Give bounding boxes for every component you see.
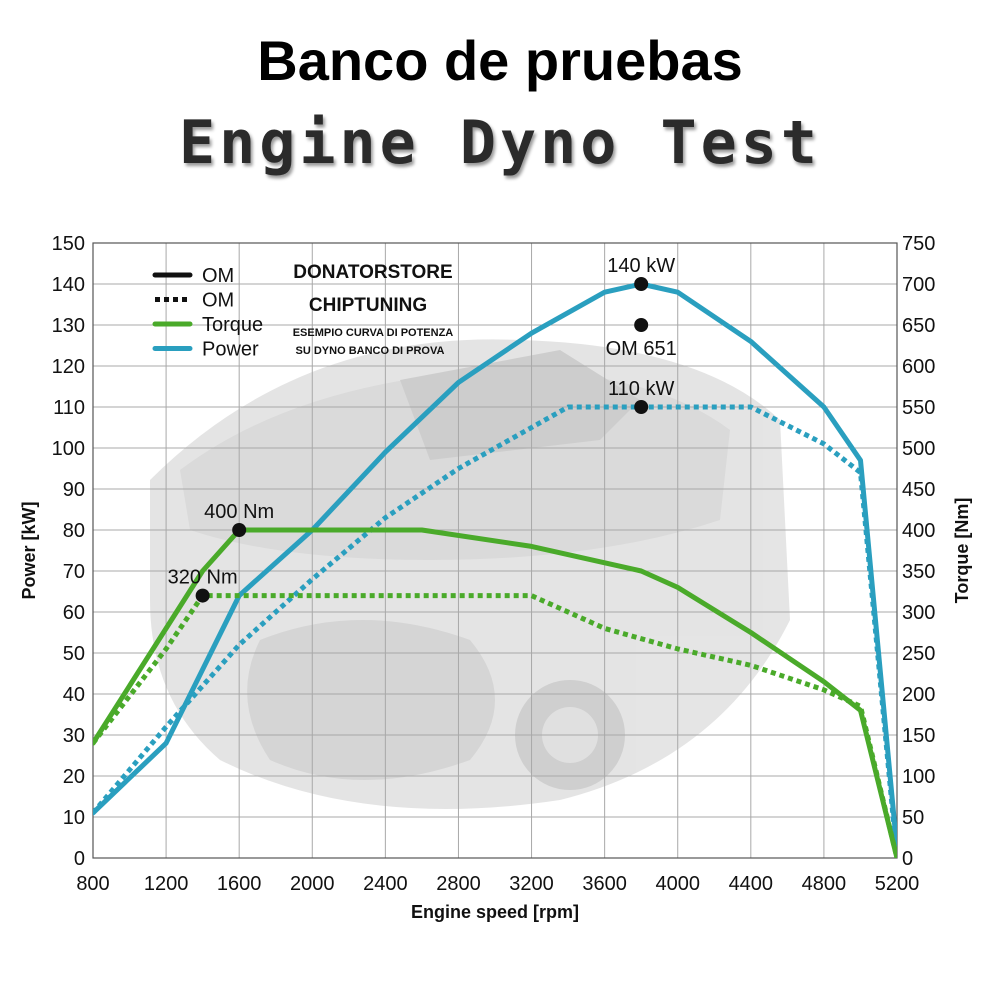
y-tick-label: 70 [63,561,85,583]
y-tick-label: 100 [52,438,85,460]
y-tick-label: 120 [52,356,85,378]
y2-tick-label: 200 [902,684,935,706]
annotation-label: 140 kW [607,255,675,277]
y2-tick-label: 500 [902,438,935,460]
annotations: 140 kW OM 651 110 kW 400 Nm 320 Nm [168,255,677,603]
annotation-label: 400 Nm [204,501,274,523]
y2-axis-title: Torque [Nm] [952,498,972,604]
y2-tick-label: 150 [902,725,935,747]
x-tick-label: 3600 [582,873,627,895]
x-tick-label: 5200 [875,873,920,895]
y-tick-label: 30 [63,725,85,747]
y2-tick-label: 700 [902,274,935,296]
y-tick-label: 40 [63,684,85,706]
y-tick-label: 110 [53,397,85,419]
y2-tick-label: 450 [902,479,935,501]
legend-label: Torque [202,314,263,336]
y2-tick-label: 650 [902,315,935,337]
legend-label: Power [202,339,259,361]
power-solid-line [93,281,897,853]
x-tick-label: 2000 [290,873,335,895]
annotation-label: 110 kW [608,378,674,400]
x-tick-label: 3200 [509,873,554,895]
torque-dotted-line [93,593,897,858]
annotation-marker [634,400,649,414]
x-tick-label: 1600 [217,873,262,895]
annotation-label: 320 Nm [168,567,238,589]
y-tick-label: 140 [52,274,85,296]
y-tick-label: 80 [63,520,85,542]
brand-caption-line1: ESEMPIO CURVA DI POTENZA [293,327,454,339]
y2-tick-label: 50 [902,807,924,829]
x-tick-label: 2800 [436,873,481,895]
y-axis-title: Power [kW] [19,501,39,599]
plot-frame [92,242,898,859]
power-dotted-line [93,404,897,858]
annotation-label: OM 651 [606,338,677,360]
branding: DONATORSTORE CHIPTUNING ESEMPIO CURVA DI… [293,262,454,357]
x-tick-label: 4400 [729,873,774,895]
x-axis-title: Engine speed [rpm] [411,902,579,922]
legend-label: OM [202,265,234,287]
y-tick-label: 60 [63,602,85,624]
x-tick-label: 4000 [655,873,700,895]
x-tick-label: 800 [76,873,109,895]
y2-tick-label: 300 [902,602,935,624]
y2-tick-label: 250 [902,643,935,665]
annotation-marker [195,588,210,603]
y-tick-label: 90 [63,479,85,501]
y-tick-label: 150 [52,233,85,255]
brand-caption-line2: SU DYNO BANCO DI PROVA [296,345,445,357]
x-tick-label: 4800 [802,873,847,895]
y-tick-label: 130 [52,315,85,337]
y-tick-label: 0 [74,848,85,870]
y2-tick-label: 550 [902,397,935,419]
y2-tick-label: 0 [902,848,913,870]
y2-tick-label: 350 [902,561,935,583]
brand-name: DONATORSTORE [293,262,452,283]
y-tick-label: 10 [63,807,85,829]
series [93,281,897,858]
y2-tick-label: 400 [902,520,935,542]
page-title: Banco de pruebas [257,29,743,92]
torque-solid-line [93,527,897,858]
x-tick-label: 1200 [144,873,189,895]
annotation-marker [232,523,247,537]
engine-background [93,243,897,858]
y2-tick-label: 600 [902,356,935,378]
y-tick-label: 20 [63,766,85,788]
annotation-marker [634,277,649,291]
axes: 800 1200 1600 2000 2400 2800 3200 3600 4000 4400 4… [19,233,972,922]
y2-tick-label: 100 [902,766,935,788]
y-tick-label: 50 [63,643,85,665]
brand-tagline: CHIPTUNING [309,295,427,316]
page-subtitle: Engine Dyno Test [179,108,821,178]
legend-label: OM [202,290,234,312]
y2-tick-label: 750 [902,233,935,255]
x-tick-label: 2400 [363,873,408,895]
annotation-marker [634,318,649,332]
